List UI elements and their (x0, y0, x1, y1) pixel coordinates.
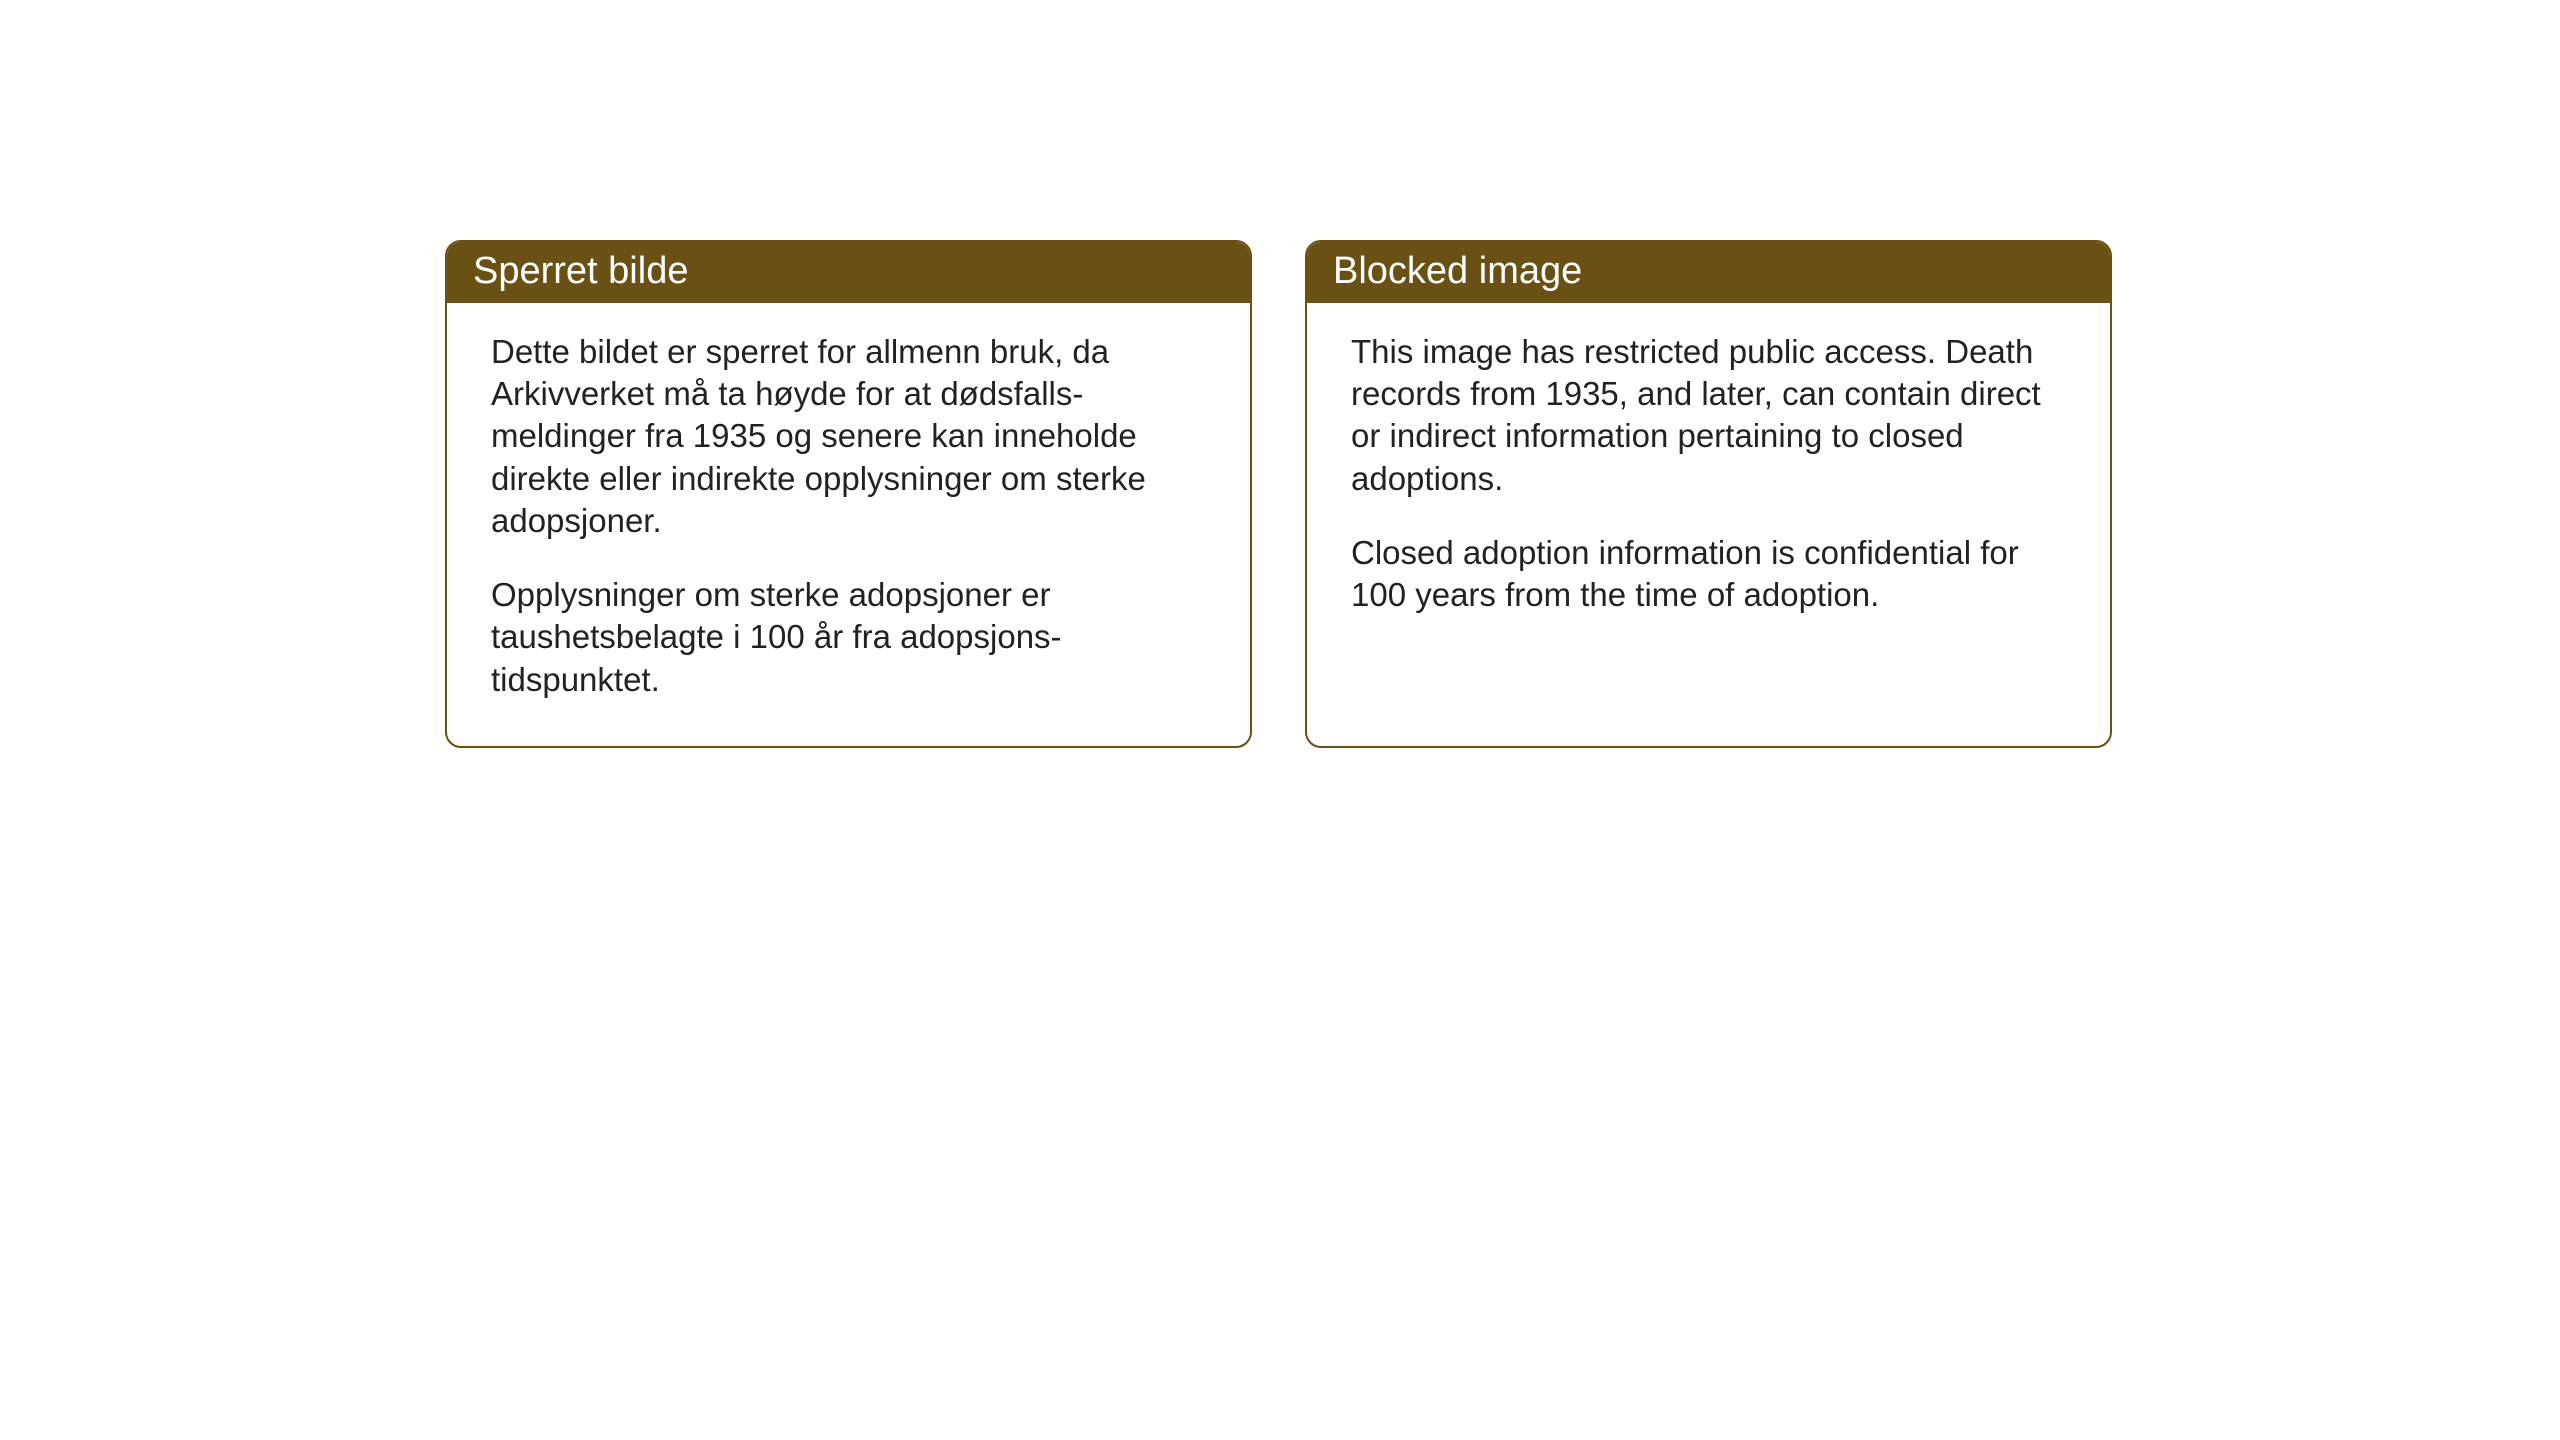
cards-container: Sperret bilde Dette bildet er sperret fo… (0, 0, 2560, 748)
card-paragraph1-english: This image has restricted public access.… (1351, 331, 2066, 500)
card-body-norwegian: Dette bildet er sperret for allmenn bruk… (447, 303, 1250, 737)
card-norwegian: Sperret bilde Dette bildet er sperret fo… (445, 240, 1252, 748)
card-title-english: Blocked image (1333, 250, 1582, 292)
card-header-english: Blocked image (1307, 242, 2110, 303)
card-body-english: This image has restricted public access.… (1307, 303, 2110, 652)
card-paragraph1-norwegian: Dette bildet er sperret for allmenn bruk… (491, 331, 1206, 542)
card-title-norwegian: Sperret bilde (473, 250, 688, 292)
card-paragraph2-norwegian: Opplysninger om sterke adopsjoner er tau… (491, 574, 1206, 701)
card-header-norwegian: Sperret bilde (447, 242, 1250, 303)
card-paragraph2-english: Closed adoption information is confident… (1351, 532, 2066, 616)
card-english: Blocked image This image has restricted … (1305, 240, 2112, 748)
